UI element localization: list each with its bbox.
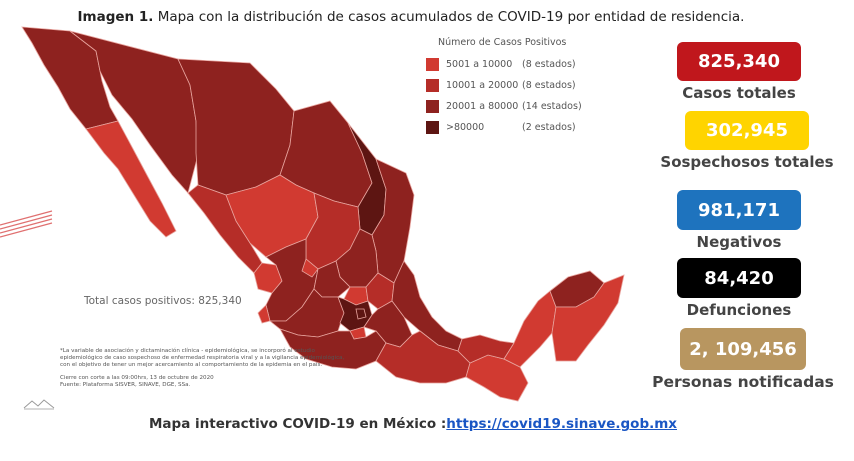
stat-label: Casos totales: [682, 84, 796, 102]
caption-text: Mapa con la distribución de casos acumul…: [157, 9, 745, 25]
legend-range: >80000: [446, 122, 485, 133]
state-guerrero: [279, 328, 387, 370]
legend-count: (8 estados): [522, 80, 576, 91]
legend-count: (8 estados): [522, 59, 576, 70]
stat-value-box: 302,945: [685, 111, 809, 150]
footnote-line: *La variable de asociación y dictaminaci…: [60, 348, 315, 354]
mexico-map-svg: [0, 26, 625, 402]
stat-negatives: 981,171 Negativos: [671, 190, 807, 251]
stat-label: Personas notificadas: [652, 373, 834, 391]
stat-deaths: 84,420 Defunciones: [671, 258, 807, 319]
map-legend: Número de Casos Positivos 5001 a 10000 (…: [426, 37, 596, 138]
stat-value-box: 84,420: [677, 258, 801, 298]
stat-value-box: 825,340: [677, 42, 801, 81]
legend-swatch: [426, 100, 439, 113]
legend-count: (2 estados): [522, 122, 576, 133]
figure-caption: Imagen 1. Mapa con la distribución de ca…: [0, 9, 838, 25]
legend-range: 20001 a 80000: [446, 101, 519, 112]
state-colima: [257, 304, 271, 324]
legend-swatch: [426, 58, 439, 71]
stat-value-box: 2, 109,456: [680, 328, 806, 370]
agency-logo-icon: [23, 399, 55, 410]
legend-title: Número de Casos Positivos: [438, 37, 567, 48]
stat-total-cases: 825,340 Casos totales: [671, 42, 807, 102]
stat-suspected: 302,945 Sospechosos totales: [650, 111, 844, 171]
state-cdmx: [355, 308, 367, 320]
legend-count: (14 estados): [522, 101, 582, 112]
footnote-line: Fuente: Plataforma SISVER, SINAVE, DGE, …: [60, 381, 191, 388]
legend-item: 10001 a 20000 (8 estados): [426, 75, 596, 96]
stat-notified: 2, 109,456 Personas notificadas: [646, 328, 840, 391]
legend-swatch: [426, 79, 439, 92]
stat-label: Sospechosos totales: [660, 153, 834, 171]
footnote: *La variable de asociación y dictaminaci…: [60, 348, 390, 389]
interactive-map-link[interactable]: https://covid19.sinave.gob.mx: [446, 416, 678, 432]
footer-text: Mapa interactivo COVID-19 en México :: [148, 416, 447, 432]
footnote-line: Cierre con corte a las 09:00hrs, 13 de o…: [60, 374, 214, 381]
legend-range: 10001 a 20000: [446, 80, 519, 91]
state-campeche: [503, 290, 557, 368]
state-quintana-roo: [551, 274, 625, 362]
mexico-map: [0, 25, 660, 415]
legend-item: 5001 a 10000 (8 estados): [426, 54, 596, 75]
decorative-hatch: [0, 210, 53, 238]
stat-label: Negativos: [696, 233, 782, 251]
total-positive-cases: Total casos positivos: 825,340: [84, 295, 242, 307]
state-aguascalientes: [301, 258, 319, 278]
legend-range: 5001 a 10000: [446, 59, 513, 70]
state-baja-california-sur: [85, 120, 177, 238]
legend-item: >80000 (2 estados): [426, 117, 596, 138]
caption-prefix: Imagen 1.: [77, 9, 154, 25]
interactive-map-footer: Mapa interactivo COVID-19 en México :htt…: [0, 416, 840, 432]
stat-value-box: 981,171: [677, 190, 801, 230]
footnote-line: epidemiológico de caso sospechoso de enf…: [60, 355, 345, 362]
footnote-line: con el objetivo de tener un mejor acerca…: [60, 362, 323, 369]
legend-swatch: [426, 121, 439, 134]
stat-label: Defunciones: [686, 301, 792, 319]
legend-item: 20001 a 80000 (14 estados): [426, 96, 596, 117]
